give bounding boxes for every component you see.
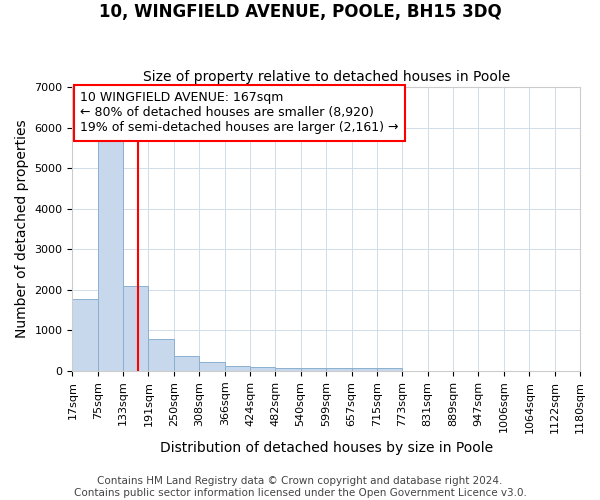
Bar <box>123 286 148 371</box>
Text: 10, WINGFIELD AVENUE, POOLE, BH15 3DQ: 10, WINGFIELD AVENUE, POOLE, BH15 3DQ <box>98 2 502 21</box>
Bar <box>275 368 301 371</box>
Text: 10 WINGFIELD AVENUE: 167sqm
← 80% of detached houses are smaller (8,920)
19% of : 10 WINGFIELD AVENUE: 167sqm ← 80% of det… <box>80 92 398 134</box>
Bar <box>174 356 199 371</box>
Y-axis label: Number of detached properties: Number of detached properties <box>15 120 29 338</box>
Bar <box>352 368 377 371</box>
Bar <box>148 338 173 371</box>
Bar <box>250 366 275 371</box>
Text: Contains HM Land Registry data © Crown copyright and database right 2024.
Contai: Contains HM Land Registry data © Crown c… <box>74 476 526 498</box>
X-axis label: Distribution of detached houses by size in Poole: Distribution of detached houses by size … <box>160 441 493 455</box>
Bar <box>199 362 225 371</box>
Bar <box>377 368 403 371</box>
Bar <box>301 368 326 371</box>
Title: Size of property relative to detached houses in Poole: Size of property relative to detached ho… <box>143 70 510 85</box>
Bar <box>225 366 250 371</box>
Bar <box>73 299 98 371</box>
Bar <box>98 136 123 371</box>
Bar <box>326 368 352 371</box>
